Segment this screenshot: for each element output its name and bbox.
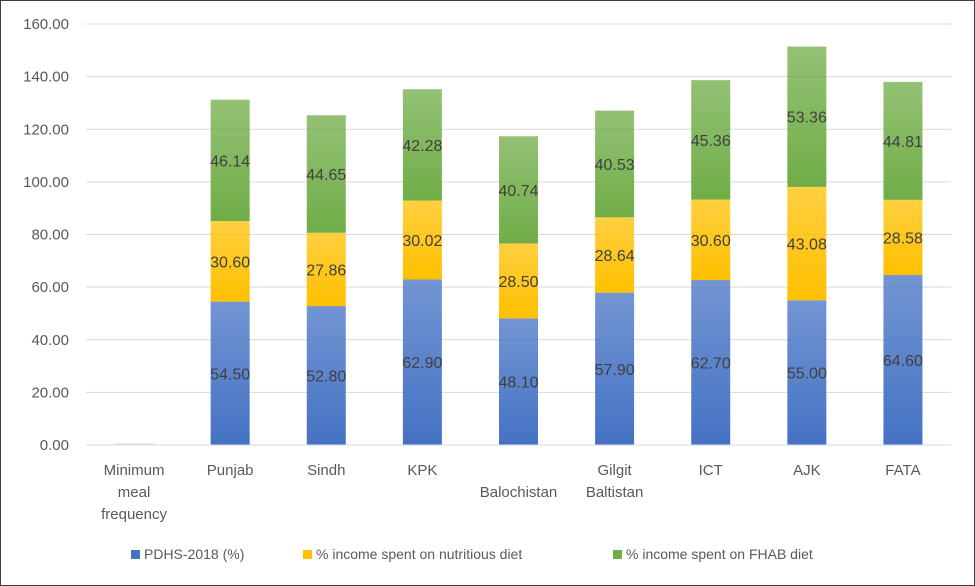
bar-segment [691, 280, 731, 445]
x-category-label: ICT [699, 462, 723, 479]
bar-segment [306, 232, 346, 307]
y-tick-label: 140.00 [23, 69, 69, 86]
legend-item: PDHS-2018 (%) [131, 546, 244, 562]
bar-segment [402, 89, 442, 201]
data-label: 45.36 [691, 133, 731, 150]
bar-segment [306, 306, 346, 445]
bar-segment [210, 301, 250, 445]
x-category-label: KPK [407, 462, 437, 479]
data-label: 53.36 [787, 110, 827, 127]
x-category-label: Sindh [307, 462, 345, 479]
bar-segment [210, 221, 250, 302]
legend-item: % income spent on FHAB diet [613, 546, 813, 562]
y-tick-label: 60.00 [31, 279, 69, 296]
data-label: 64.60 [883, 353, 923, 370]
bar-segment [595, 110, 635, 218]
bar-segment [595, 292, 635, 445]
x-category-label: AJK [793, 462, 821, 479]
data-label: 30.60 [210, 254, 250, 271]
bar-segment [691, 199, 731, 281]
data-label: 28.64 [595, 248, 635, 265]
bar-segment [499, 318, 538, 445]
bar-segment [210, 99, 250, 222]
data-label: 62.90 [402, 355, 442, 372]
legend-label: % income spent on nutritious diet [316, 546, 522, 562]
bar-segment [883, 81, 923, 200]
bar-segment [595, 217, 635, 293]
data-label: 28.58 [883, 230, 923, 247]
bar-segment [787, 300, 827, 445]
data-label: 44.81 [883, 134, 923, 151]
data-label: 30.02 [402, 233, 442, 250]
x-category-label: Punjab [207, 462, 254, 479]
legend-label: % income spent on FHAB diet [626, 546, 813, 562]
y-tick-label: 160.00 [23, 16, 69, 33]
bar-segment [499, 136, 538, 244]
data-label: 30.60 [691, 233, 731, 250]
bar-segment [787, 46, 827, 187]
data-label: 52.80 [306, 369, 346, 386]
data-label: 44.65 [306, 167, 346, 184]
data-label: 48.10 [498, 375, 538, 392]
data-label: 57.90 [595, 362, 635, 379]
x-category-label: Balochistan [480, 484, 558, 501]
legend-swatch [131, 550, 140, 559]
bar-segment [883, 275, 923, 445]
y-tick-label: 0.00 [40, 437, 69, 454]
legend-swatch [303, 550, 312, 559]
y-tick-label: 100.00 [23, 174, 69, 191]
data-label: 27.86 [306, 262, 346, 279]
y-tick-label: 120.00 [23, 121, 69, 138]
bar-segment [402, 279, 442, 445]
y-tick-label: 20.00 [31, 384, 69, 401]
y-tick-label: 40.00 [31, 332, 69, 349]
bar-segment [402, 200, 442, 280]
data-label: 42.28 [402, 138, 442, 155]
data-label: 62.70 [691, 356, 731, 373]
x-category-label: Gilgit Baltistan [586, 462, 644, 501]
data-label: 54.50 [210, 366, 250, 383]
legend-item: % income spent on nutritious diet [303, 546, 522, 562]
data-label: 28.50 [498, 274, 538, 291]
legend-swatch [613, 550, 622, 559]
bar-segment [787, 186, 827, 301]
data-label: 40.53 [595, 157, 635, 174]
data-label: 40.74 [498, 183, 538, 200]
x-category-label: Minimum meal frequency [101, 462, 167, 523]
x-category-label: FATA [885, 462, 920, 479]
bar-segment [499, 243, 538, 319]
bar-segment [883, 199, 923, 276]
legend-label: PDHS-2018 (%) [144, 546, 244, 562]
data-label: 46.14 [210, 153, 250, 170]
y-tick-label: 80.00 [31, 227, 69, 244]
data-label: 55.00 [787, 366, 827, 383]
data-label: 43.08 [787, 237, 827, 254]
bar-segment [306, 115, 346, 233]
bar-segment [691, 80, 731, 200]
